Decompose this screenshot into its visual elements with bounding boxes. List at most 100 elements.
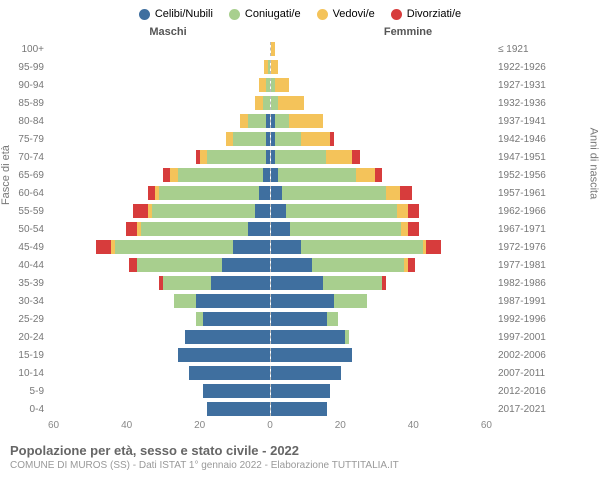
year-label: 1992-1996 xyxy=(492,314,556,325)
year-label: 1952-1956 xyxy=(492,170,556,181)
age-label: 75-79 xyxy=(10,134,48,145)
bar-segment xyxy=(233,240,270,254)
bar-segment xyxy=(271,294,334,308)
bar-segment xyxy=(222,258,270,272)
female-bar xyxy=(270,276,492,290)
bar-segment xyxy=(271,96,278,110)
female-bar xyxy=(270,384,492,398)
pyramid-row: 50-541967-1971 xyxy=(10,220,590,238)
bar-segment xyxy=(271,168,278,182)
bar-segment xyxy=(271,366,341,380)
male-bar xyxy=(48,294,270,308)
bar-segment xyxy=(196,294,270,308)
bar-segment xyxy=(152,204,256,218)
x-tick: 20 xyxy=(335,420,346,431)
age-label: 40-44 xyxy=(10,260,48,271)
bar-segment xyxy=(200,150,207,164)
female-bar xyxy=(270,168,492,182)
female-bar xyxy=(270,366,492,380)
bar-segment xyxy=(233,132,266,146)
legend-label: Divorziati/e xyxy=(407,8,461,20)
bar-segment xyxy=(401,222,408,236)
bar-segment xyxy=(259,78,266,92)
age-label: 90-94 xyxy=(10,80,48,91)
age-label: 60-64 xyxy=(10,188,48,199)
pyramid-row: 45-491972-1976 xyxy=(10,238,590,256)
female-bar xyxy=(270,222,492,236)
x-tick: 20 xyxy=(194,420,205,431)
bar-segment xyxy=(126,222,137,236)
axis-label-right: Anni di nascita xyxy=(588,128,600,200)
legend-label: Coniugati/e xyxy=(245,8,301,20)
bar-segment xyxy=(255,96,262,110)
bar-segment xyxy=(159,186,259,200)
year-label: 2007-2011 xyxy=(492,368,556,379)
female-bar xyxy=(270,150,492,164)
legend-label: Vedovi/e xyxy=(333,8,375,20)
bar-segment xyxy=(271,348,352,362)
bar-segment xyxy=(290,222,401,236)
pyramid-row: 15-192002-2006 xyxy=(10,346,590,364)
bar-segment xyxy=(178,348,271,362)
bar-segment xyxy=(271,312,327,326)
legend-item: Celibi/Nubili xyxy=(139,8,213,20)
male-bar xyxy=(48,366,270,380)
bar-segment xyxy=(240,114,247,128)
pyramid-chart: Fasce di età Anni di nascita 100+≤ 19219… xyxy=(10,40,590,418)
female-bar xyxy=(270,132,492,146)
bar-segment xyxy=(312,258,405,272)
age-label: 30-34 xyxy=(10,296,48,307)
x-tick: 40 xyxy=(121,420,132,431)
female-bar xyxy=(270,60,492,74)
age-label: 10-14 xyxy=(10,368,48,379)
bar-segment xyxy=(196,312,203,326)
legend-item: Coniugati/e xyxy=(229,8,301,20)
pyramid-row: 35-391982-1986 xyxy=(10,274,590,292)
male-bar xyxy=(48,186,270,200)
male-bar xyxy=(48,330,270,344)
female-bar xyxy=(270,258,492,272)
legend-item: Divorziati/e xyxy=(391,8,461,20)
year-label: 1972-1976 xyxy=(492,242,556,253)
bar-segment xyxy=(163,276,211,290)
age-label: 50-54 xyxy=(10,224,48,235)
year-label: 1962-1966 xyxy=(492,206,556,217)
pyramid-row: 5-92012-2016 xyxy=(10,382,590,400)
bar-segment xyxy=(259,186,270,200)
bar-segment xyxy=(129,258,136,272)
bar-segment xyxy=(330,132,334,146)
age-label: 35-39 xyxy=(10,278,48,289)
year-label: 1947-1951 xyxy=(492,152,556,163)
bar-segment xyxy=(141,222,248,236)
male-bar xyxy=(48,78,270,92)
year-label: 1957-1961 xyxy=(492,188,556,199)
age-label: 5-9 xyxy=(10,386,48,397)
bar-segment xyxy=(271,222,290,236)
bar-segment xyxy=(255,204,270,218)
bar-segment xyxy=(275,114,290,128)
bar-segment xyxy=(408,222,419,236)
pyramid-row: 90-941927-1931 xyxy=(10,76,590,94)
year-label: 1922-1926 xyxy=(492,62,556,73)
pyramid-row: 80-841937-1941 xyxy=(10,112,590,130)
axis-label-left: Fasce di età xyxy=(0,145,12,205)
x-tick: 0 xyxy=(267,420,273,431)
female-bar xyxy=(270,204,492,218)
male-bar xyxy=(48,348,270,362)
bar-segment xyxy=(271,276,323,290)
bar-segment xyxy=(203,312,270,326)
bar-segment xyxy=(248,222,270,236)
bar-segment xyxy=(271,186,282,200)
x-tick: 60 xyxy=(481,420,492,431)
bar-segment xyxy=(327,312,338,326)
age-label: 95-99 xyxy=(10,62,48,73)
year-label: 1997-2001 xyxy=(492,332,556,343)
bar-segment xyxy=(426,240,441,254)
bar-segment xyxy=(115,240,233,254)
female-bar xyxy=(270,240,492,254)
pyramid-row: 25-291992-1996 xyxy=(10,310,590,328)
bar-segment xyxy=(275,150,327,164)
bar-segment xyxy=(248,114,267,128)
male-bar xyxy=(48,42,270,56)
bar-segment xyxy=(271,258,312,272)
